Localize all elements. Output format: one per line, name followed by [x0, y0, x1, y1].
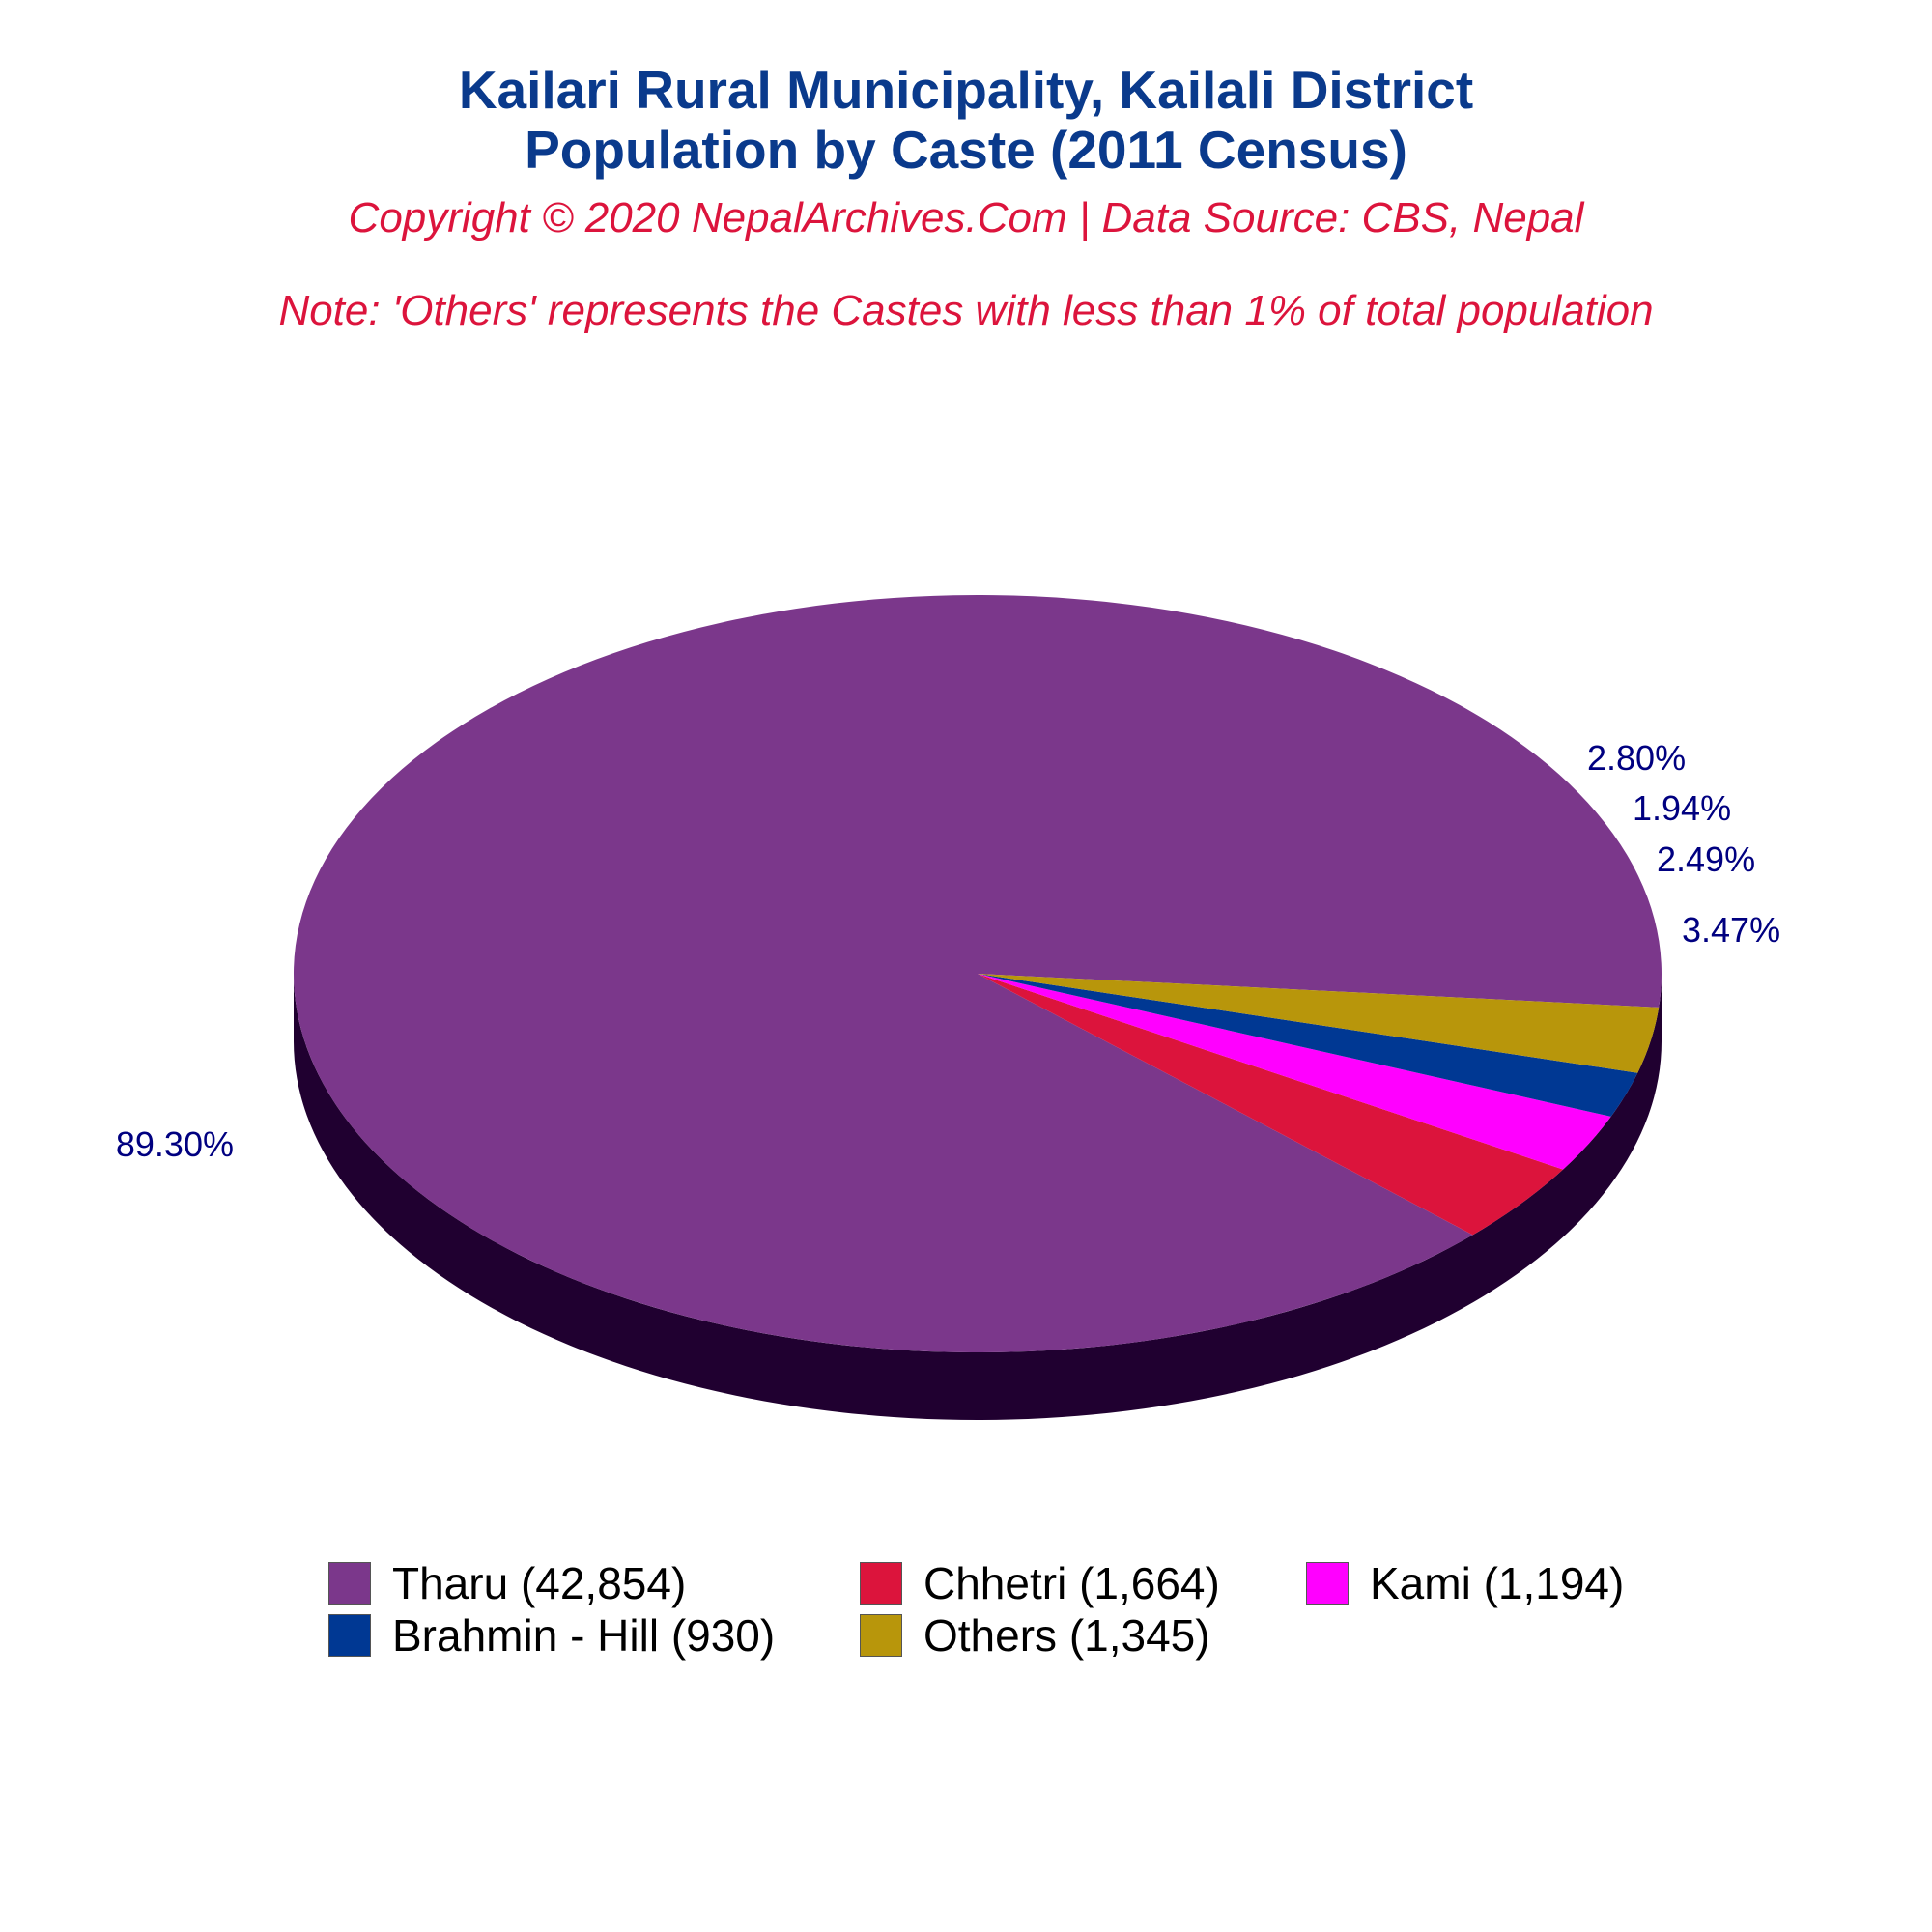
legend-item-chhetri: Chhetri (1,664) — [860, 1557, 1220, 1609]
legend-swatch-tharu — [328, 1562, 371, 1605]
pie-label-kami: 2.49% — [1657, 839, 1755, 879]
legend-label-tharu: Tharu (42,854) — [392, 1558, 687, 1608]
legend-swatch-others — [860, 1614, 902, 1657]
pie-slice-kami — [978, 974, 1611, 1170]
pie-side — [294, 974, 1662, 1420]
copyright-text: Copyright © 2020 NepalArchives.Com | Dat… — [348, 194, 1584, 242]
chart-subtitle: Population by Caste (2011 Census) — [525, 120, 1407, 180]
pie-slice-others — [978, 974, 1660, 1073]
legend-item-tharu: Tharu (42,854) — [328, 1557, 686, 1609]
pie-label-brahmin-hill: 1.94% — [1633, 788, 1731, 828]
legend-label-others: Others (1,345) — [923, 1610, 1210, 1661]
legend-swatch-kami — [1306, 1562, 1349, 1605]
legend-swatch-brahmin-hill — [328, 1614, 371, 1657]
pie-slice-chhetri — [978, 974, 1564, 1236]
legend-swatch-chhetri — [860, 1562, 902, 1605]
pie-slice-tharu — [294, 595, 1662, 1352]
legend-item-others: Others (1,345) — [860, 1609, 1210, 1662]
legend-label-brahmin-hill: Brahmin - Hill (930) — [392, 1610, 776, 1661]
legend-label-kami: Kami (1,194) — [1370, 1558, 1625, 1608]
pie-label-tharu: 89.30% — [116, 1124, 234, 1164]
pie-slice-brahmin-hill — [978, 974, 1638, 1117]
legend-item-brahmin-hill: Brahmin - Hill (930) — [328, 1609, 775, 1662]
pie-label-others: 2.80% — [1587, 738, 1686, 778]
legend-label-chhetri: Chhetri (1,664) — [923, 1558, 1220, 1608]
chart-title: Kailari Rural Municipality, Kailali Dist… — [458, 60, 1474, 120]
note-text: Note: 'Others' represents the Castes wit… — [278, 287, 1654, 334]
legend-item-kami: Kami (1,194) — [1306, 1557, 1624, 1609]
pie-label-chhetri: 3.47% — [1682, 910, 1780, 950]
